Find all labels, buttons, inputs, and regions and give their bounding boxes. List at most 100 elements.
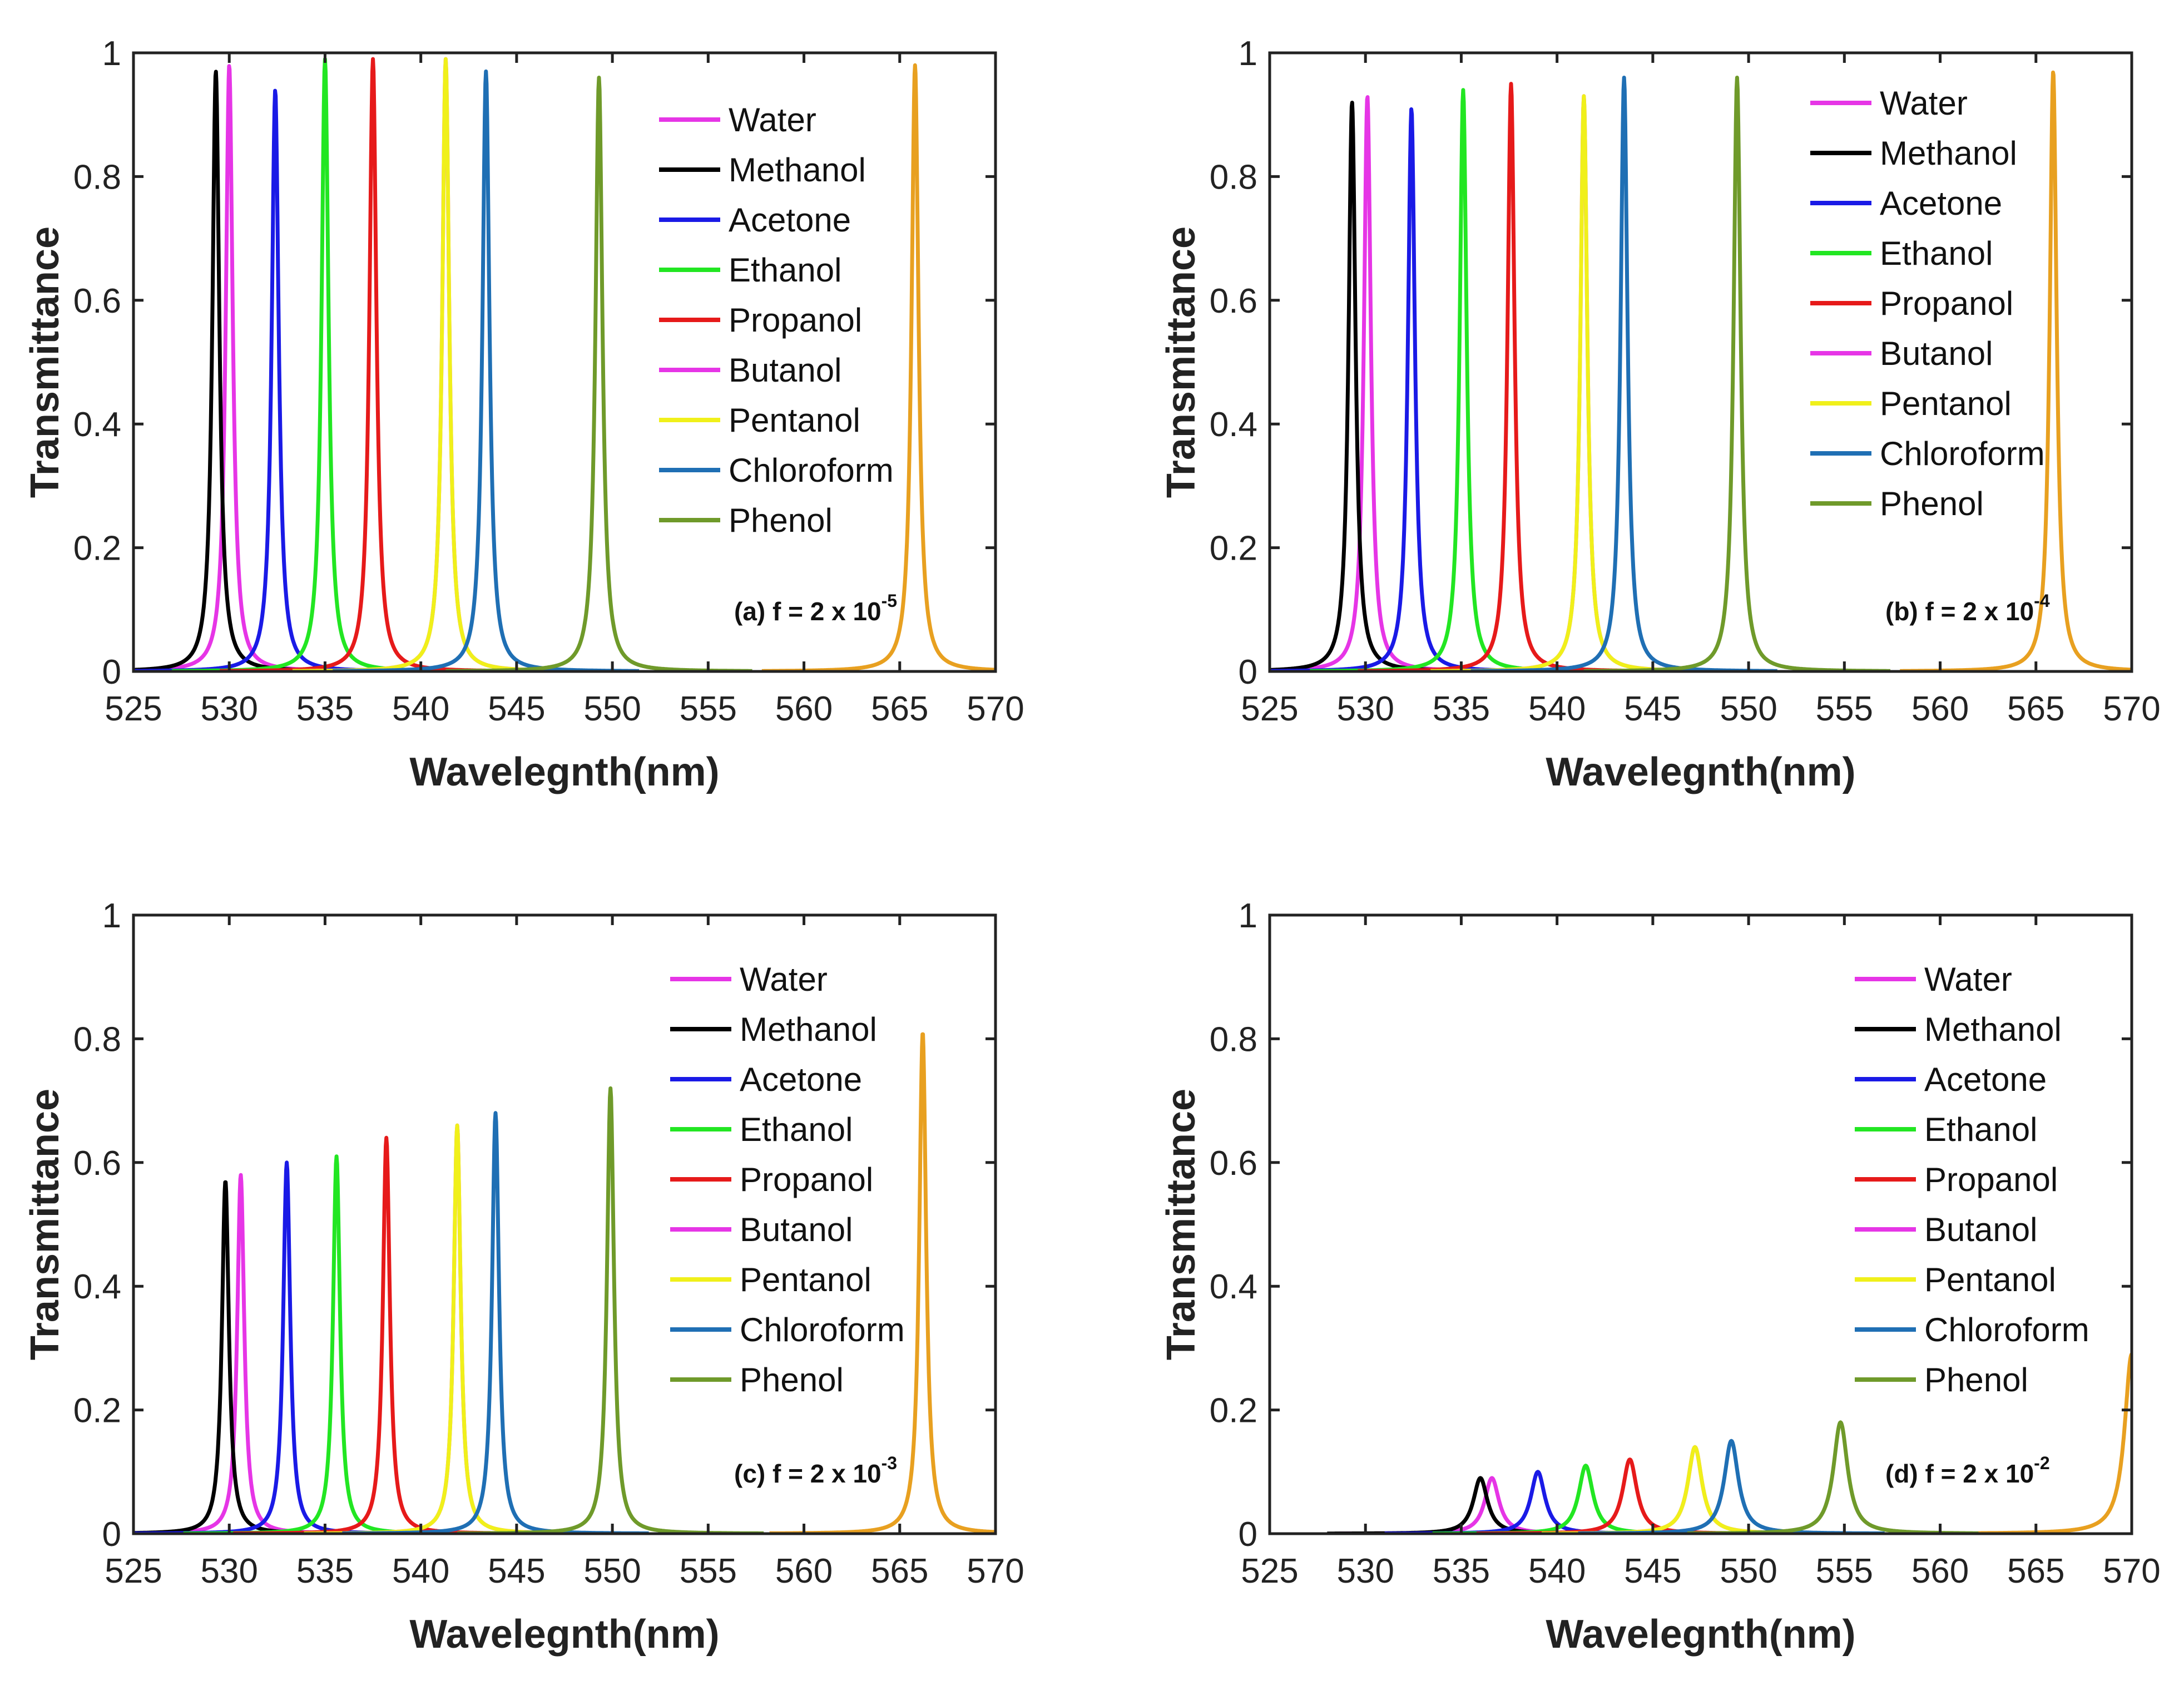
legend-label: Pentanol	[1880, 385, 2012, 422]
legend-label: Propanol	[1880, 285, 2013, 322]
x-tick-label: 530	[200, 1552, 257, 1590]
x-tick-label: 570	[2103, 1552, 2160, 1590]
legend-label: Methanol	[729, 151, 866, 189]
x-tick-label: 555	[1816, 690, 1873, 728]
y-tick-label: 0.6	[1210, 1144, 1257, 1183]
y-tick-label: 1	[1239, 897, 1257, 935]
x-tick-label: 545	[1624, 690, 1681, 728]
y-tick-label: 1	[102, 34, 121, 73]
legend-label: Methanol	[1880, 135, 2017, 172]
legend-label: Butanol	[740, 1211, 853, 1248]
series-line-water	[133, 1173, 395, 1534]
x-tick-label: 550	[583, 1552, 641, 1590]
x-tick-label: 530	[1336, 1552, 1394, 1590]
legend-label: Acetone	[740, 1061, 862, 1098]
legend-label: Phenol	[1924, 1361, 2028, 1399]
x-tick-label: 550	[1720, 1552, 1777, 1590]
legend-label: Water	[1880, 85, 1968, 122]
panel-c: 525 530 535 540 545 550 555 560 565 570 0 0.2 0.4 0.6…	[23, 897, 1024, 1657]
x-tick-label: 555	[680, 1552, 737, 1590]
x-tick-label: 535	[1433, 1552, 1490, 1590]
y-tick-label: 0.8	[1210, 1020, 1257, 1059]
y-tick-label: 0.6	[73, 282, 121, 320]
x-tick-label: 525	[1241, 690, 1298, 728]
legend-label: Phenol	[740, 1361, 844, 1399]
series-line-phenol	[455, 1086, 765, 1534]
x-tick-label: 530	[1336, 690, 1394, 728]
y-axis-title: Transmittance	[1159, 1089, 1204, 1360]
legend-label: Ethanol	[729, 251, 842, 289]
x-tick-label: 550	[583, 690, 641, 728]
x-tick-label: 545	[488, 1552, 545, 1590]
panel-annotation: (b) f = 2 x 10-4	[1885, 591, 2050, 626]
x-axis-title: Wavelegnth(nm)	[409, 750, 719, 794]
y-tick-label: 0.6	[73, 1144, 121, 1183]
legend-label: Pentanol	[740, 1261, 871, 1298]
x-tick-label: 570	[2103, 690, 2160, 728]
axes-frame	[132, 913, 997, 1535]
x-tick-label: 570	[967, 690, 1024, 728]
y-tick-label: 0.2	[1210, 1392, 1257, 1430]
x-tick-label: 565	[2007, 690, 2064, 728]
y-tick-label: 0	[102, 1515, 121, 1554]
legend: Water Methanol Acetone Ethanol Propanol Butan…	[1855, 961, 2089, 1399]
y-axis-title: Transmittance	[1159, 226, 1204, 498]
x-axis-title: Wavelegnth(nm)	[1546, 1612, 1855, 1657]
legend: Water Methanol Acetone Ethanol Propanol Butan…	[670, 961, 905, 1399]
legend-label: Acetone	[1924, 1061, 2047, 1098]
legend-label: Acetone	[1880, 185, 2002, 222]
x-tick-label: 545	[1624, 1552, 1681, 1590]
legend-label: Propanol	[1924, 1161, 2058, 1198]
y-tick-label: 0.2	[73, 530, 121, 568]
series-line-methanol	[1270, 101, 1507, 671]
legend-label: Butanol	[1924, 1211, 2038, 1248]
legend-label: Chloroform	[1924, 1311, 2089, 1348]
y-tick-label: 0.8	[73, 158, 121, 196]
legend-label: Chloroform	[740, 1311, 905, 1348]
series-line-butanol	[1540, 1445, 1850, 1534]
legend-label: Methanol	[1924, 1011, 2062, 1048]
y-tick-label: 0	[102, 653, 121, 691]
legend-label: Acetone	[729, 201, 851, 239]
x-tick-label: 525	[105, 1552, 162, 1590]
x-tick-label: 565	[871, 690, 928, 728]
x-tick-label: 565	[871, 1552, 928, 1590]
y-tick-label: 1	[1239, 34, 1257, 73]
panel-annotation: (c) f = 2 x 10-3	[734, 1453, 897, 1488]
x-tick-label: 525	[105, 690, 162, 728]
x-tick-label: 530	[200, 690, 257, 728]
series-line-pentanol	[1540, 1445, 1850, 1534]
x-tick-label: 540	[392, 1552, 449, 1590]
x-tick-label: 540	[392, 690, 449, 728]
legend-label: Butanol	[1880, 335, 1993, 372]
series-group	[1270, 70, 2132, 671]
y-tick-label: 0.4	[73, 1268, 121, 1306]
panel-b: 525 530 535 540 545 550 555 560 565 570 0 0.2 0.4 0.6…	[1159, 34, 2161, 794]
series-line-water	[133, 64, 384, 671]
series-line-acetone	[1383, 1470, 1693, 1534]
legend-label: Ethanol	[1924, 1111, 2038, 1148]
x-tick-label: 545	[488, 690, 545, 728]
y-tick-label: 1	[102, 897, 121, 935]
y-tick-label: 0.2	[1210, 530, 1257, 568]
series-line-methanol	[1325, 1476, 1635, 1534]
series-line-water	[1270, 95, 1522, 671]
x-tick-label: 560	[1911, 1552, 1969, 1590]
x-tick-label: 560	[1911, 690, 1969, 728]
y-axis-title: Transmittance	[23, 1089, 67, 1360]
panel-annotation: (d) f = 2 x 10-2	[1885, 1453, 2050, 1488]
y-tick-label: 0	[1239, 1515, 1257, 1554]
y-tick-label: 0.8	[73, 1020, 121, 1059]
panel-d: 525 530 535 540 545 550 555 560 565 570 0 0.2 0.4 0.6…	[1159, 897, 2161, 1657]
axes-frame	[1268, 913, 2133, 1535]
legend-label: Pentanol	[729, 402, 860, 439]
y-tick-label: 0	[1239, 653, 1257, 691]
legend: Water Methanol Acetone Ethanol Propanol Butan…	[659, 101, 894, 539]
series-group	[133, 57, 996, 671]
legend-label: Propanol	[729, 302, 862, 339]
legend-label: Water	[1924, 961, 2012, 998]
x-tick-label: 565	[2007, 1552, 2064, 1590]
legend-label: Pentanol	[1924, 1261, 2056, 1298]
